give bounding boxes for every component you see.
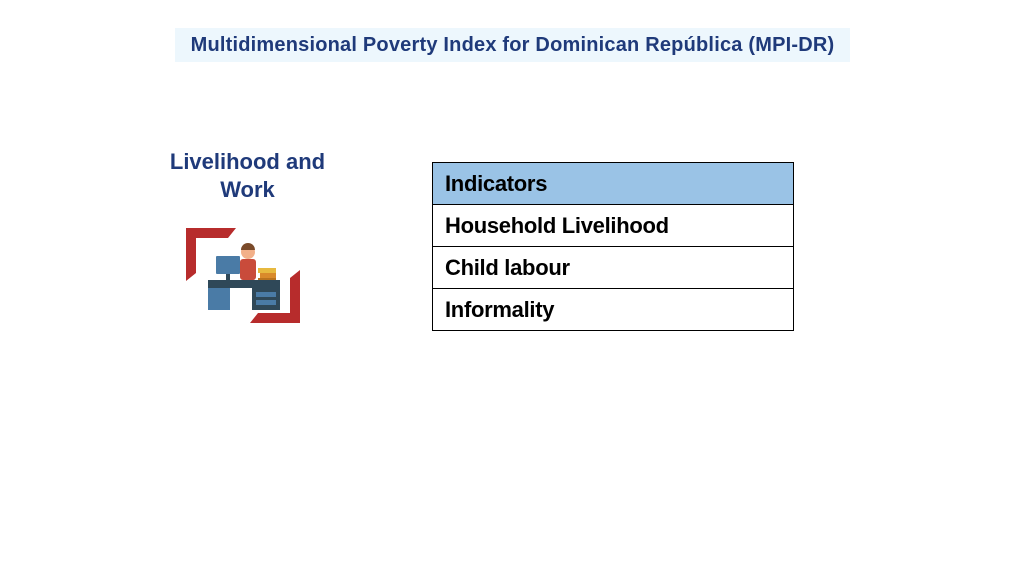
table-cell: Informality xyxy=(433,289,794,331)
indicators-table: Indicators Household Livelihood Child la… xyxy=(432,162,794,331)
office-desk-icon xyxy=(178,218,308,338)
table-cell: Household Livelihood xyxy=(433,205,794,247)
table-header-cell: Indicators xyxy=(433,163,794,205)
table-cell: Child labour xyxy=(433,247,794,289)
title-bar: Multidimensional Poverty Index for Domin… xyxy=(175,28,850,62)
table-row: Informality xyxy=(433,289,794,331)
table-row: Household Livelihood xyxy=(433,205,794,247)
page-title: Multidimensional Poverty Index for Domin… xyxy=(191,34,835,57)
livelihood-icon-frame xyxy=(178,218,308,338)
table-header-row: Indicators xyxy=(433,163,794,205)
section-heading: Livelihood and Work xyxy=(155,148,340,203)
table-row: Child labour xyxy=(433,247,794,289)
